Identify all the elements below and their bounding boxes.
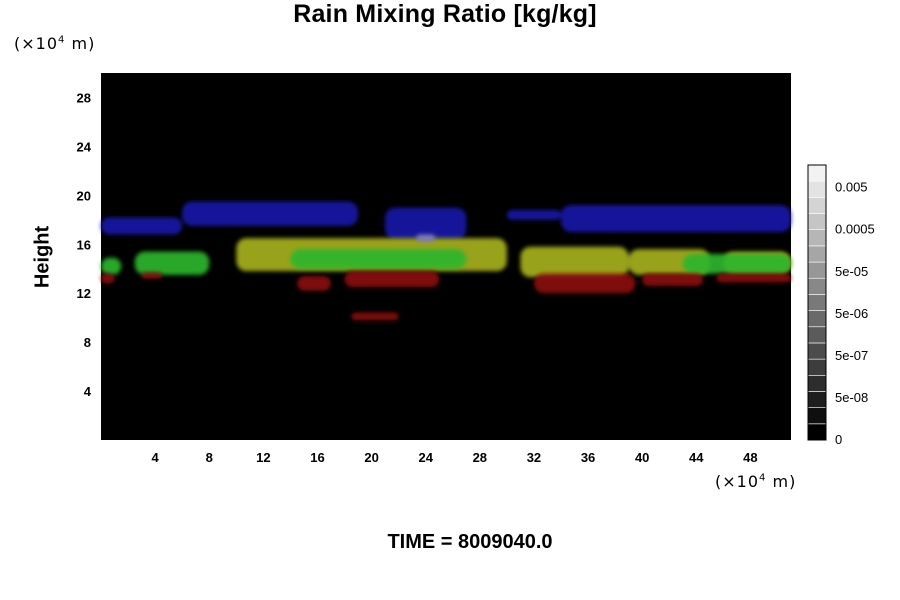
region-segment — [290, 249, 467, 269]
y-unit-label: (×104 m) — [14, 34, 95, 53]
colorbar-label: 0.0005 — [835, 222, 875, 237]
y-tick-label: 12 — [77, 286, 91, 301]
colorbar-step — [807, 326, 827, 344]
region-segment — [716, 273, 791, 283]
region-segment — [101, 217, 183, 235]
colorbar-label: 0.005 — [835, 180, 868, 195]
colorbar-label: 5e-08 — [835, 390, 868, 405]
colorbar-step — [807, 310, 827, 328]
y-axis-ticks: 4 8 12 16 20 24 28 — [77, 90, 92, 399]
x-tick-label: 20 — [364, 450, 378, 465]
x-tick-label: 36 — [581, 450, 595, 465]
colorbar-step — [807, 374, 827, 392]
region-segment — [182, 201, 359, 226]
colorbar-step — [807, 358, 827, 376]
x-tick-label: 24 — [418, 450, 433, 465]
x-tick-label: 16 — [310, 450, 324, 465]
region-segment — [297, 276, 331, 291]
x-tick-label: 28 — [473, 450, 487, 465]
region-green-layer — [101, 249, 791, 275]
colorbar-step — [807, 180, 827, 198]
region-light-patch — [416, 234, 436, 242]
region-segment — [533, 273, 636, 294]
y-unit-suffix: m) — [71, 34, 96, 53]
colorbar-step — [807, 164, 827, 182]
colorbar-step — [807, 294, 827, 311]
x-tick-label: 40 — [635, 450, 649, 465]
colorbar-step — [807, 423, 827, 441]
region-segment — [141, 272, 162, 279]
colorbar-label: 5e-07 — [835, 348, 868, 363]
region-segment — [385, 207, 467, 240]
colorbar-step — [807, 407, 827, 425]
x-unit-label: (×104 m) — [715, 472, 796, 491]
x-tick-label: 48 — [743, 450, 757, 465]
colorbar-step — [807, 245, 827, 263]
colorbar-label: 0 — [835, 432, 842, 447]
colorbar-step — [807, 229, 827, 247]
region-segment — [134, 251, 210, 275]
region-segment — [344, 271, 440, 288]
colorbar-frame — [807, 164, 827, 441]
x-unit-exponent: 4 — [759, 472, 767, 484]
x-tick-label: 32 — [527, 450, 541, 465]
x-axis-ticks: 4 8 12 16 20 24 28 32 36 40 44 48 — [152, 450, 758, 465]
y-tick-label: 16 — [77, 237, 91, 252]
y-tick-label: 28 — [77, 90, 91, 105]
region-segment — [101, 257, 122, 275]
y-unit-exponent: 4 — [58, 34, 66, 46]
colorbar-step — [807, 213, 827, 231]
x-tick-label: 8 — [206, 450, 213, 465]
y-tick-label: 20 — [77, 188, 91, 203]
colorbar-step — [807, 197, 827, 214]
colorbar-step — [807, 391, 827, 408]
colorbar-step — [807, 261, 827, 279]
region-segment — [682, 254, 791, 274]
x-unit-suffix: m) — [772, 472, 797, 491]
colorbar-step — [807, 277, 827, 295]
colorbar-label: 5e-05 — [835, 264, 868, 279]
chart-title: Rain Mixing Ratio [kg/kg] — [293, 0, 597, 28]
region-red-layer — [101, 271, 791, 321]
colorbar-step — [807, 342, 827, 360]
region-segment — [506, 210, 561, 220]
region-segment — [561, 205, 791, 233]
y-tick-label: 8 — [84, 335, 91, 350]
region-segment — [642, 273, 704, 286]
x-tick-label: 4 — [152, 450, 160, 465]
region-segment — [416, 234, 436, 242]
region-blue-layer — [101, 201, 791, 240]
y-tick-label: 4 — [84, 384, 92, 399]
x-tick-label: 44 — [689, 450, 704, 465]
x-unit-prefix: (×10 — [715, 472, 760, 491]
region-segment — [351, 312, 399, 321]
time-label: TIME = 8009040.0 — [387, 531, 553, 553]
y-unit-prefix: (×10 — [14, 34, 59, 53]
region-segment — [101, 273, 115, 284]
colorbar: 0 5e-08 5e-07 5e-06 5e-05 0.0005 0.005 — [807, 164, 875, 447]
y-tick-label: 24 — [77, 139, 92, 154]
colorbar-label: 5e-06 — [835, 306, 868, 321]
region-segment — [520, 246, 629, 278]
x-tick-label: 12 — [256, 450, 270, 465]
data-regions — [101, 201, 791, 321]
